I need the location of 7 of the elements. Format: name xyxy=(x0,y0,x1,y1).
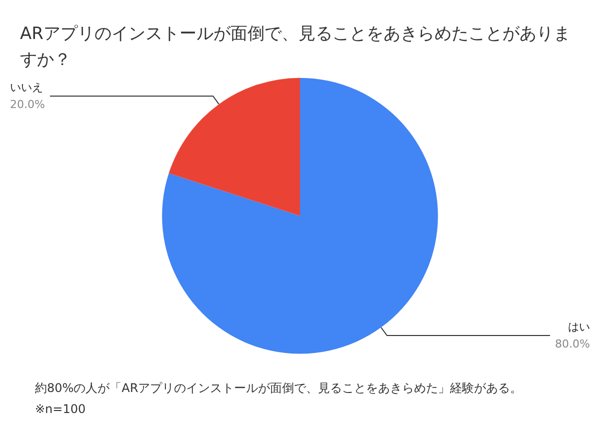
data-label: 80.0% xyxy=(555,338,590,351)
chart-title: ARアプリのインストールが面倒で、見ることをあきらめたことがありますか？ xyxy=(20,24,570,70)
slice-label: いいえ xyxy=(10,81,43,94)
slice-label: はい xyxy=(568,320,590,334)
text: ※n=100 xyxy=(35,402,86,416)
text: 約80%の人が「ARアプリのインストールが面倒で、見ることをあきらめた」経験がある。 xyxy=(35,381,522,395)
data-label: 20.0% xyxy=(10,98,45,112)
